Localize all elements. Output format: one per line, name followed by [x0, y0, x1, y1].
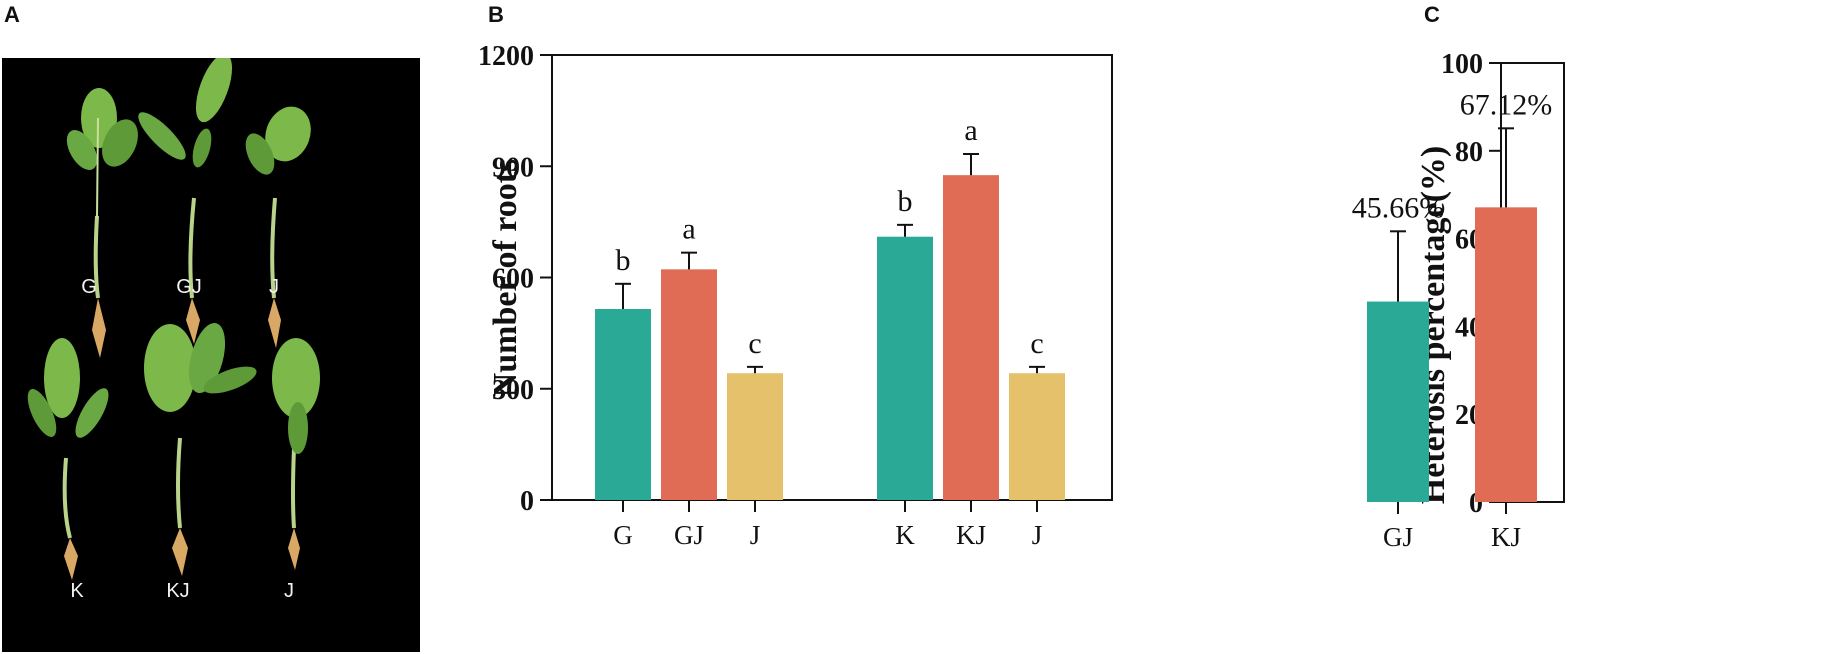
roots-significance-letter: a [964, 114, 977, 147]
roots-y-tick-label: 1200 [478, 41, 534, 72]
seedling-illustration [27, 58, 320, 580]
roots-y-tick-label: 0 [520, 486, 534, 517]
roots-significance-letter: a [682, 213, 695, 246]
seedling-gj [138, 58, 233, 344]
roots-significance-letter: c [1030, 327, 1043, 360]
seedling-kj [144, 322, 257, 576]
roots-bar [943, 175, 999, 500]
roots-bar [661, 269, 717, 500]
roots-significance-letter: c [748, 327, 761, 360]
roots-x-tick-label: GJ [674, 520, 704, 550]
photo-label-j-top: J [269, 276, 279, 298]
seedling-k [27, 338, 109, 580]
heterosis-y-tick-label: 80 [1455, 137, 1483, 168]
heterosis-x-tick-label: KJ [1491, 522, 1521, 552]
seedling-j-top [245, 106, 311, 348]
roots-x-tick-label: G [613, 520, 633, 550]
panel-letter-a: A [4, 2, 20, 27]
roots-bar [595, 309, 651, 500]
photo-label-gj: GJ [176, 276, 202, 298]
photo-label-k: K [70, 580, 84, 602]
roots-y-axis-label: Number of roots [487, 159, 524, 398]
roots-bar [1009, 373, 1065, 500]
photo-label-j-bottom: J [284, 580, 294, 602]
roots-x-tick-label: J [750, 520, 761, 550]
roots-significance-letter: b [898, 185, 913, 218]
roots-x-tick-label: K [895, 520, 915, 550]
roots-bar [727, 373, 783, 500]
roots-bar [877, 236, 933, 501]
seedling-j-bottom [272, 338, 320, 570]
roots-y-tick-label: 900 [492, 152, 534, 183]
photo-label-g: G [81, 276, 97, 298]
seedling-photo: G GJ J K KJ J [2, 58, 420, 652]
photo-label-kj: KJ [166, 580, 190, 602]
seedling-g [66, 88, 138, 358]
panel-letter-b: B [488, 2, 504, 27]
heterosis-x-tick-label: GJ [1383, 522, 1413, 552]
roots-x-tick-label: J [1032, 520, 1043, 550]
panel-letter-c: C [1424, 2, 1440, 27]
heterosis-data-label: 45.66% [1352, 191, 1445, 224]
roots-y-tick-label: 300 [492, 375, 534, 406]
heterosis-bar [1367, 301, 1429, 502]
roots-significance-letter: b [616, 244, 631, 277]
roots-x-tick-label: KJ [956, 520, 986, 550]
heterosis-y-tick-label: 100 [1441, 49, 1483, 80]
heterosis-data-label: 67.12% [1460, 88, 1553, 121]
heterosis-bar [1475, 207, 1537, 502]
roots-y-tick-label: 600 [492, 264, 534, 295]
